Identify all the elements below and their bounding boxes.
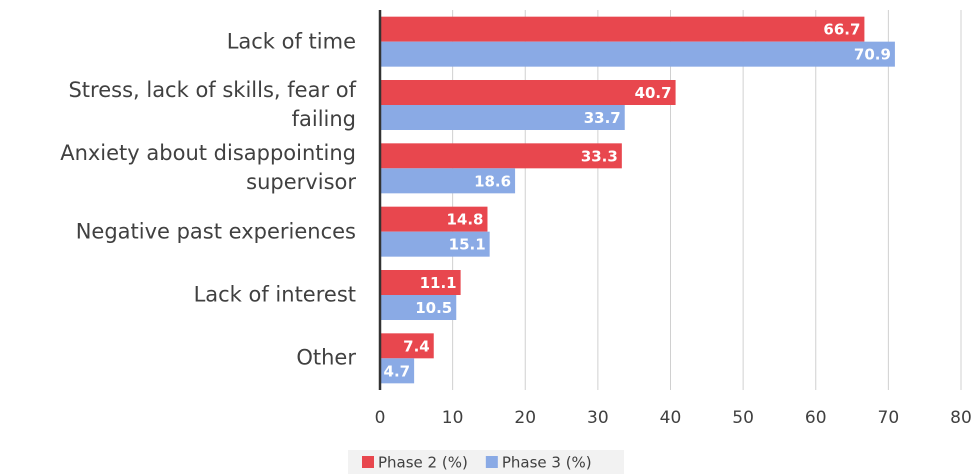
bar <box>380 333 434 359</box>
data-label: 11.1 <box>420 274 457 292</box>
x-tick-label: 70 <box>878 408 900 428</box>
bar <box>380 80 676 105</box>
data-label: 14.8 <box>446 211 483 229</box>
x-tick-label: 50 <box>732 408 754 428</box>
legend-swatch <box>485 456 498 468</box>
bar <box>380 41 895 67</box>
bar <box>380 206 488 232</box>
x-tick-label: 30 <box>587 408 609 428</box>
x-tick-label: 10 <box>442 408 464 428</box>
bar <box>380 358 415 384</box>
x-tick-label: 20 <box>514 408 536 428</box>
bar <box>380 270 461 295</box>
bar <box>380 168 516 194</box>
category-label: Lack of interest <box>193 282 356 307</box>
data-label: 15.1 <box>449 236 486 254</box>
x-tick-label: 60 <box>805 408 827 428</box>
bar <box>380 231 490 257</box>
data-label: 7.4 <box>403 337 430 355</box>
legend-swatch <box>362 456 374 468</box>
legend-label: Phase 2 (%) <box>378 454 468 472</box>
x-tick-label: 80 <box>950 408 972 428</box>
bar <box>380 105 625 130</box>
bar <box>380 16 865 42</box>
data-label: 70.9 <box>854 46 891 64</box>
category-label: Other <box>296 345 356 370</box>
category-label: Anxiety about disappointing supervisor <box>60 141 356 195</box>
data-label: 33.7 <box>584 109 621 127</box>
legend-label: Phase 3 (%) <box>502 454 592 472</box>
data-label: 10.5 <box>415 299 452 317</box>
data-label: 18.6 <box>474 172 511 190</box>
category-label: Negative past experiences <box>75 219 356 244</box>
category-label: Stress, lack of skills, fear of failing <box>68 78 356 131</box>
data-label: 4.7 <box>384 362 411 380</box>
category-label: Lack of time <box>226 29 356 54</box>
data-label: 66.7 <box>823 21 860 39</box>
bar <box>380 295 457 320</box>
data-label: 40.7 <box>635 84 672 102</box>
x-tick-label: 0 <box>375 408 386 428</box>
data-label: 33.3 <box>581 147 618 165</box>
bar <box>380 143 622 169</box>
x-tick-label: 40 <box>660 408 682 428</box>
